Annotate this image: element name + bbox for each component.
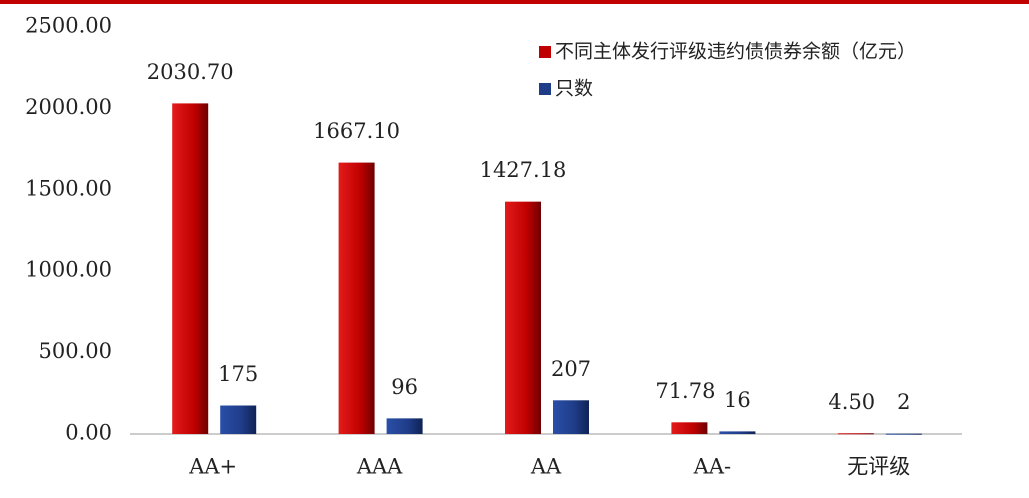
x-tick-label: AAA bbox=[356, 455, 403, 479]
y-tick-label: 1000.00 bbox=[25, 258, 112, 282]
bar bbox=[338, 162, 375, 434]
x-tick-label: 无评级 bbox=[847, 455, 910, 479]
bar bbox=[505, 201, 541, 434]
data-label: 1667.10 bbox=[313, 119, 400, 143]
data-label: 2 bbox=[897, 390, 910, 414]
data-label: 71.78 bbox=[655, 379, 715, 403]
bar bbox=[172, 103, 209, 434]
bar bbox=[386, 418, 423, 434]
y-tick-label: 0.00 bbox=[65, 421, 112, 445]
legend-label: 不同主体发行评级违约债债券余额（亿元） bbox=[555, 41, 916, 63]
x-tick-label: AA bbox=[530, 455, 562, 479]
bar bbox=[553, 400, 589, 434]
bar bbox=[220, 405, 257, 434]
bar bbox=[719, 431, 756, 434]
y-tick-label: 500.00 bbox=[39, 339, 112, 363]
data-label: 2030.70 bbox=[147, 60, 234, 84]
x-tick-label: AA+ bbox=[188, 455, 237, 479]
y-tick-label: 1500.00 bbox=[25, 176, 112, 200]
y-tick-label: 2000.00 bbox=[25, 95, 112, 119]
y-tick-label: 2500.00 bbox=[25, 14, 112, 38]
legend-label: 只数 bbox=[555, 78, 593, 100]
data-label: 4.50 bbox=[828, 390, 875, 414]
bar bbox=[885, 433, 922, 435]
bar bbox=[671, 422, 708, 434]
data-label: 1427.18 bbox=[480, 158, 567, 182]
data-label: 175 bbox=[218, 362, 258, 386]
bar bbox=[837, 433, 874, 435]
legend-swatch bbox=[539, 83, 551, 95]
top-rule bbox=[0, 0, 1029, 4]
legend-swatch bbox=[539, 46, 551, 58]
x-tick-label: AA- bbox=[693, 455, 731, 479]
data-label: 16 bbox=[724, 388, 751, 412]
data-label: 96 bbox=[391, 375, 418, 399]
data-label: 207 bbox=[551, 357, 591, 381]
